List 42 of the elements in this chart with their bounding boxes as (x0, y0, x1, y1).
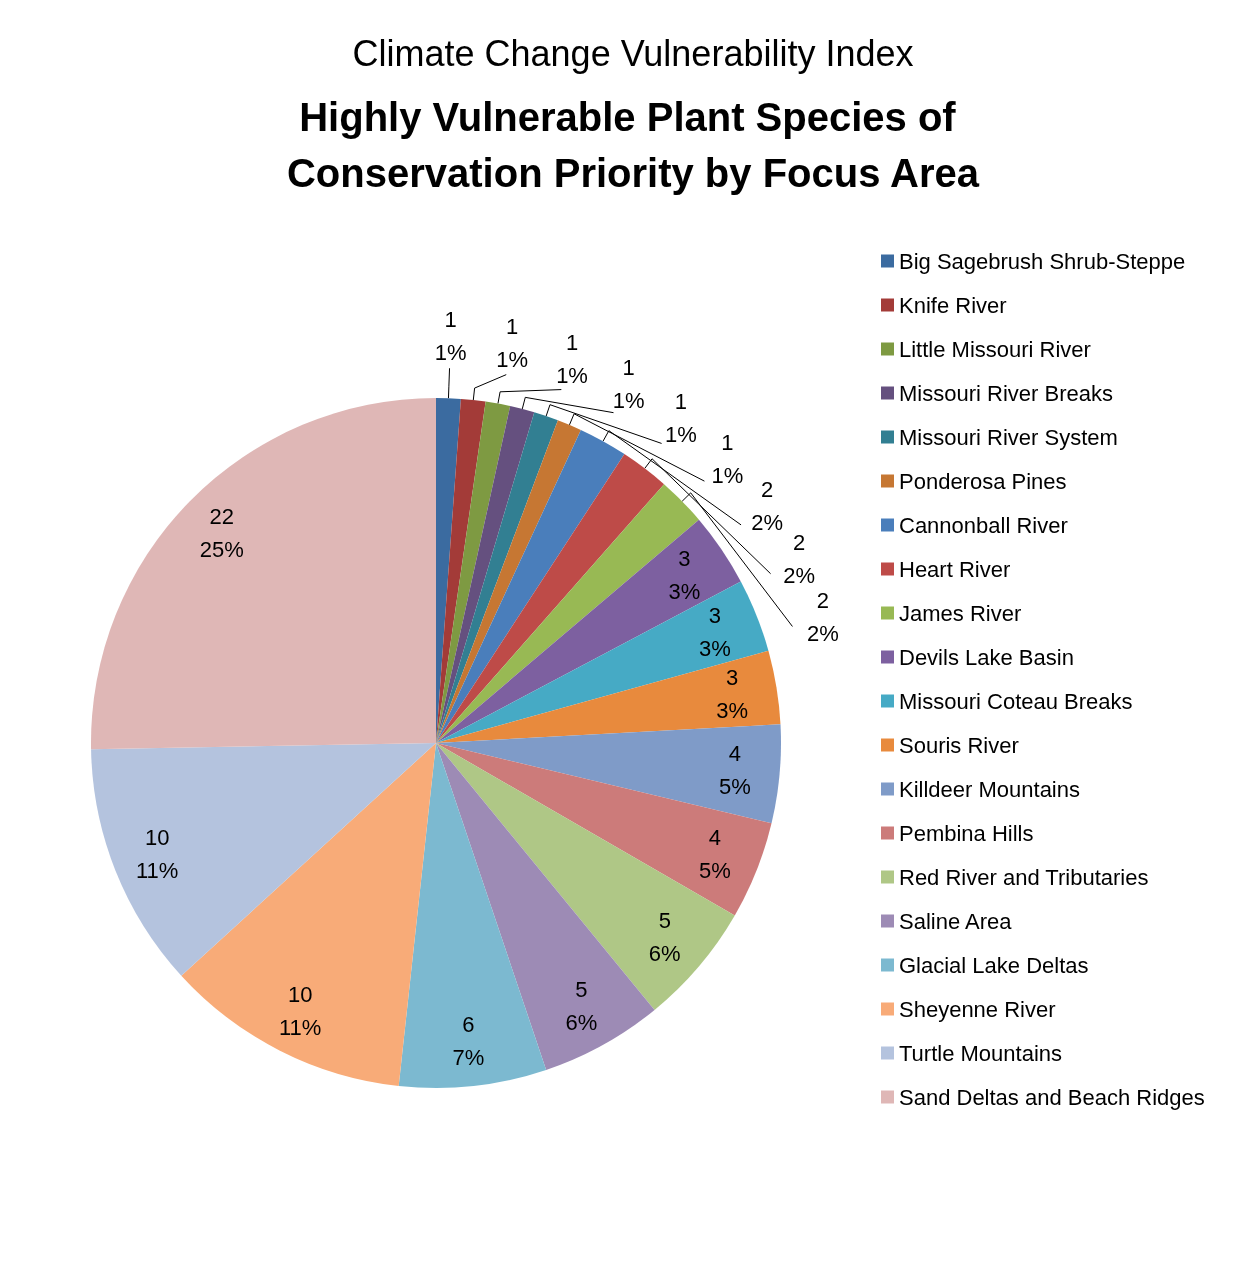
data-label: 1 1% (612, 355, 645, 414)
legend-label: Pembina Hills (899, 820, 1034, 846)
legend-label: Heart River (899, 556, 1011, 582)
data-label: 1 1% (664, 388, 697, 447)
legend-label: Killdeer Mountains (899, 776, 1080, 802)
legend-label: Missouri Coteau Breaks (899, 688, 1133, 714)
data-label: 5 6% (648, 908, 681, 967)
legend-label: Big Sagebrush Shrub-Steppe (899, 248, 1186, 274)
data-label: 1 1% (711, 429, 744, 488)
legend-label: Missouri River System (899, 424, 1118, 450)
legend-label: James River (899, 600, 1022, 626)
legend-label: Missouri River Breaks (899, 380, 1113, 406)
legend-label: Devils Lake Basin (899, 644, 1074, 670)
data-label: 10 11% (279, 981, 322, 1040)
legend-label: Sheyenne River (899, 996, 1056, 1022)
data-label: 2 2% (806, 587, 839, 646)
data-label: 4 5% (719, 741, 751, 800)
legend-label: Sand Deltas and Beach Ridges (899, 1084, 1205, 1110)
data-label: 5 6% (565, 976, 598, 1035)
data-label: 4 5% (698, 825, 731, 884)
data-label: 3 3% (698, 602, 731, 661)
legend-label: Glacial Lake Deltas (899, 952, 1089, 978)
data-label: 1 1% (434, 307, 467, 366)
legend-label: Little Missouri River (899, 336, 1091, 362)
data-label: 10 11% (135, 825, 179, 884)
legend-label: Turtle Mountains (899, 1040, 1063, 1066)
data-label: 1 1% (556, 330, 588, 389)
chart-subtitle: Climate Change Vulnerability Index (352, 32, 914, 74)
data-label: 2 2% (783, 530, 816, 589)
data-label: 3 3% (716, 665, 749, 724)
legend-label: Knife River (899, 292, 1007, 318)
legend-label: Souris River (899, 732, 1019, 758)
legend-label: Saline Area (899, 908, 1013, 934)
data-label: 2 2% (751, 477, 783, 536)
data-label: 6 7% (452, 1012, 485, 1071)
data-label: 1 1% (496, 314, 529, 373)
chart-title: Highly Vulnerable Plant Species of Conservation Priority by Focus Area (286, 95, 980, 195)
legend-label: Red River and Tributaries (899, 864, 1149, 890)
data-label: 22 25% (199, 503, 244, 562)
legend-label: Ponderosa Pines (899, 468, 1067, 494)
data-label: 3 3% (668, 545, 701, 604)
legend-label: Cannonball River (899, 512, 1068, 538)
